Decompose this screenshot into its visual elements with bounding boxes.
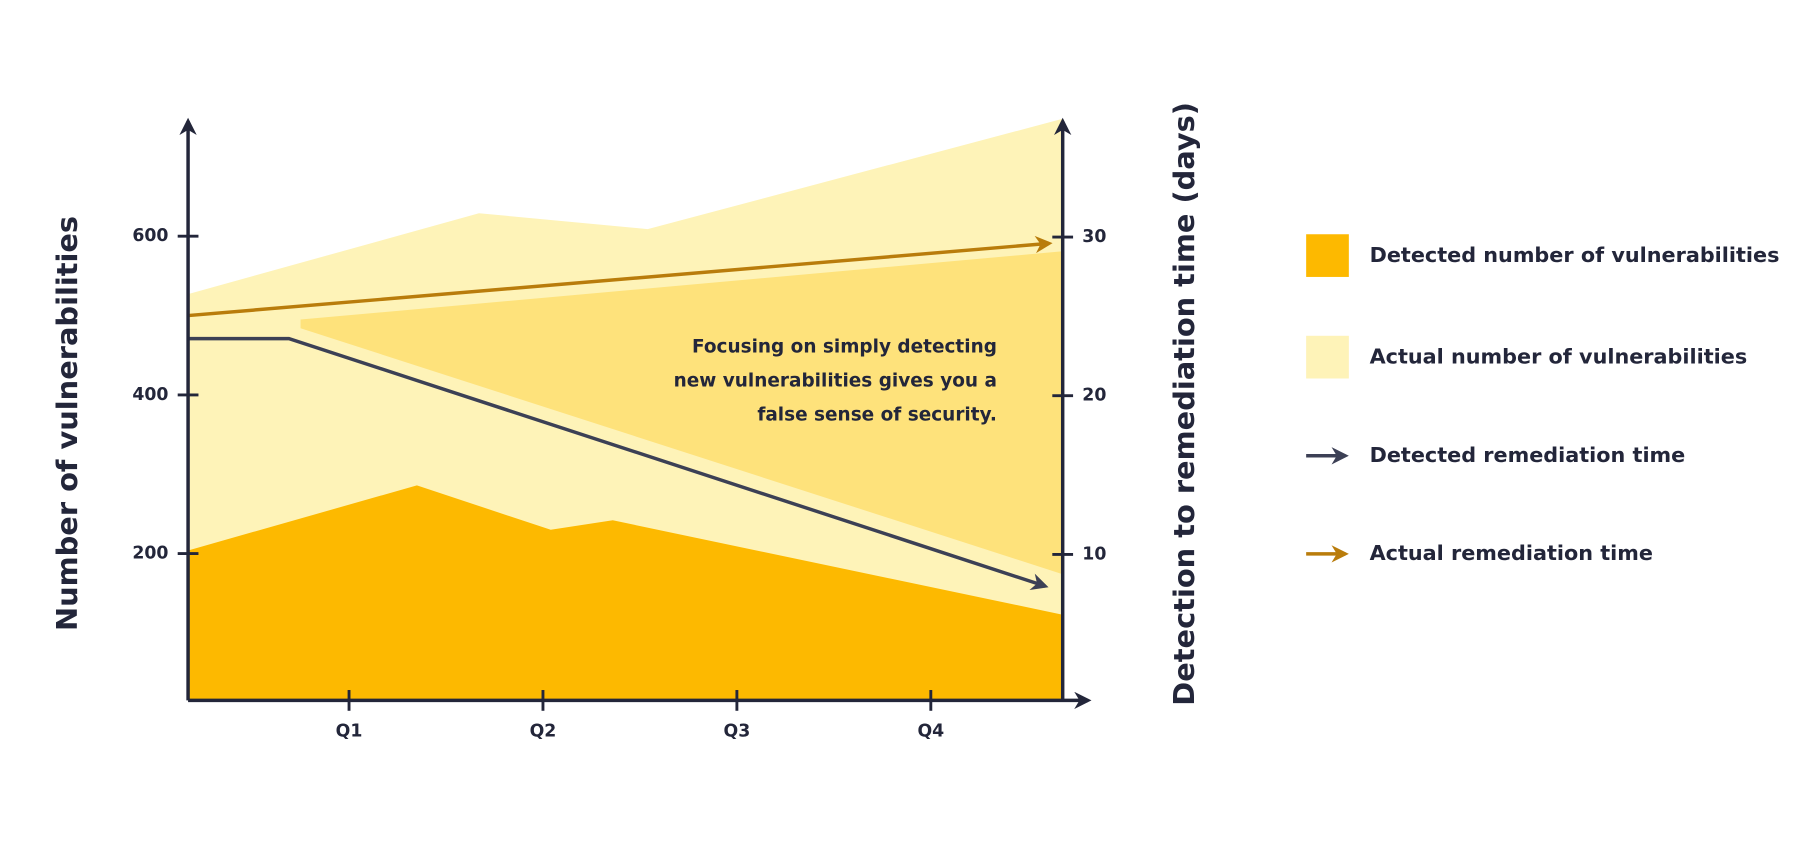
y2-tick-label: 30	[1082, 227, 1106, 247]
x-tick-label: Q1	[336, 722, 363, 742]
legend-label: Detected remediation time	[1370, 443, 1686, 467]
x-tick-label: Q3	[724, 722, 751, 742]
legend-label: Actual number of vulnerabilities	[1370, 345, 1748, 369]
legend-label: Detected number of vulnerabilities	[1370, 243, 1780, 267]
annotation: Focusing on simply detecting	[692, 336, 997, 357]
legend-swatch	[1306, 335, 1349, 379]
line	[188, 336, 1049, 591]
gap-band	[300, 251, 1063, 575]
annotation: new vulnerabilities gives you a	[674, 370, 997, 391]
x-tick-label: Q4	[917, 722, 944, 742]
y2-tick-label: 20	[1082, 386, 1106, 406]
x-tick-label: Q2	[530, 722, 557, 742]
y-tick-label: 600	[132, 226, 168, 246]
y-tick-label: 400	[132, 385, 168, 405]
y-axis-title: Number of vulnerabilities	[50, 216, 84, 631]
annotation: false sense of security.	[757, 404, 997, 425]
legend-swatch	[1306, 234, 1349, 277]
legend-label: Actual remediation time	[1370, 541, 1653, 565]
y2-tick-label: 10	[1082, 544, 1106, 564]
y-tick-label: 200	[132, 544, 168, 564]
line	[187, 235, 1053, 318]
area	[188, 485, 1063, 701]
y2-axis-title: Detection to remediation time (days)	[1167, 102, 1201, 706]
